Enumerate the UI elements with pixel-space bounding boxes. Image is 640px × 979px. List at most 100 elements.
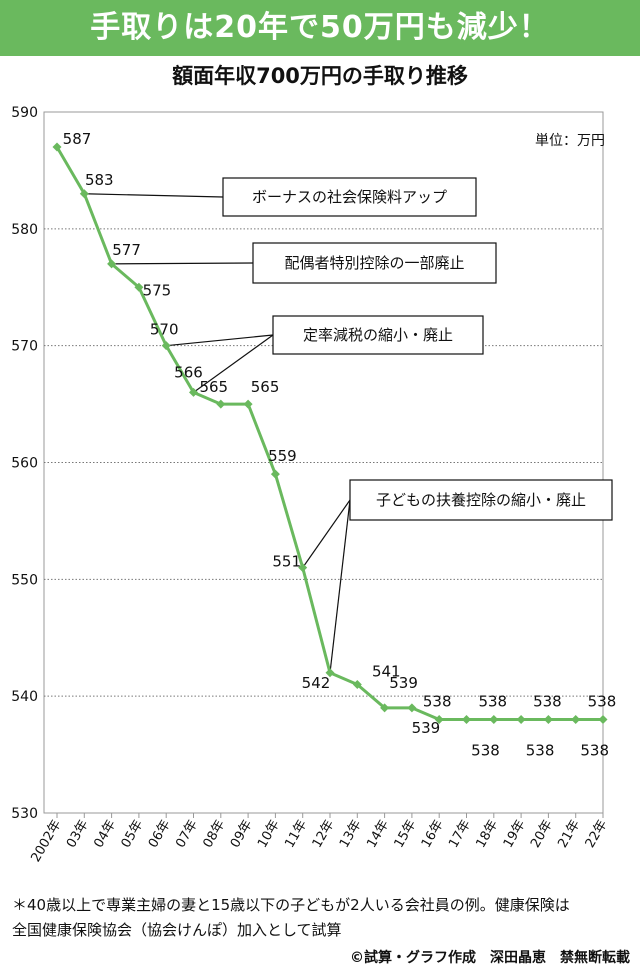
data-label-2: 577	[112, 241, 141, 259]
annotation-text-1: 配偶者特別控除の一部廃止	[284, 254, 464, 272]
y-tick-label-540: 540	[11, 689, 38, 705]
x-tick-label-0: 2002年	[28, 818, 64, 865]
footnote-line-2: 全国健康保険協会（協会けんぽ）加入として試算	[12, 921, 342, 939]
data-point-9	[298, 563, 308, 573]
data-point-13	[407, 703, 417, 713]
x-tick-label-14: 16年	[419, 818, 447, 851]
data-label-17: 538	[526, 742, 555, 760]
data-label-16: 538	[478, 693, 507, 711]
data-label-5: 566	[174, 363, 203, 381]
annotation-box-2	[272, 315, 484, 355]
x-tick-label-9: 11年	[282, 818, 310, 851]
data-label-3: 575	[143, 281, 172, 299]
x-axis-ticks: 2002年 03年 04年 05年 06年 07年 08年 09年 10年 11年 12年 13年 14…	[28, 813, 610, 865]
x-tick-label-18: 20年	[528, 818, 556, 851]
x-tick-label-6: 08年	[201, 818, 229, 851]
data-label-15: 538	[471, 742, 500, 760]
data-point-2	[107, 259, 117, 269]
data-label-0: 587	[63, 130, 92, 148]
credit: ©試算・グラフ作成 深田晶恵 禁無断転載	[350, 950, 630, 966]
data-label-20: 538	[588, 693, 617, 711]
x-tick-label-20: 22年	[583, 818, 611, 851]
grid-lines	[44, 228, 603, 697]
data-point-6	[216, 399, 226, 409]
data-label-6: 565	[199, 378, 228, 396]
data-label-7: 565	[251, 378, 280, 396]
x-tick-label-3: 05年	[119, 818, 147, 851]
x-tick-label-8: 10年	[255, 818, 283, 851]
annotation-line-2-4	[166, 334, 274, 347]
x-tick-label-1: 03年	[64, 818, 92, 851]
annotation-line-1-2	[111, 262, 254, 265]
data-label-18: 538	[533, 693, 562, 711]
data-point-19	[571, 715, 581, 725]
footnote: ＊40歳以上で専業主婦の妻と15歳以下の子どもが2人いる会社員の例。健康保険は …	[12, 893, 632, 943]
data-point-10	[325, 668, 335, 678]
data-point-7	[243, 399, 253, 409]
annotation-boxes: ボーナスの社会保険料アップ配偶者特別控除の一部廃止定率減税の縮小・廃止子どもの扶…	[222, 177, 613, 521]
x-tick-label-19: 21年	[555, 818, 583, 851]
annotation-line-3-9	[302, 499, 351, 568]
data-point-5	[189, 387, 198, 397]
y-tick-label-550: 550	[11, 572, 38, 588]
data-point-8	[270, 469, 280, 479]
y-axis-ticks: 530 540 550 560 570 580 590	[11, 105, 38, 822]
data-label-11: 541	[372, 662, 401, 680]
data-label-10: 542	[302, 674, 331, 692]
x-tick-label-16: 18年	[474, 818, 502, 851]
data-markers	[52, 142, 608, 725]
x-tick-label-4: 06年	[146, 818, 174, 851]
plot-frame	[43, 111, 604, 814]
unit-label: 単位：万円	[535, 133, 605, 149]
annotation-line-2-5	[193, 334, 274, 393]
annotation-box-3	[349, 479, 613, 521]
data-label-14: 538	[423, 693, 452, 711]
y-tick-label-580: 580	[11, 222, 38, 238]
annotation-text-3: 子どもの扶養控除の縮小・廃止	[376, 491, 586, 509]
data-point-14	[434, 715, 444, 725]
annotation-line-3-10	[329, 499, 351, 673]
data-point-0	[52, 142, 62, 152]
data-point-17	[516, 715, 526, 725]
data-point-4	[161, 341, 171, 351]
data-point-16	[489, 715, 499, 725]
data-point-20	[598, 715, 608, 725]
x-tick-label-11: 13年	[337, 818, 365, 851]
data-label-8: 559	[268, 447, 297, 465]
data-label-19: 538	[580, 742, 609, 760]
x-tick-label-17: 19年	[501, 818, 529, 851]
banner-title: 手取りは20年で50万円も減少！	[0, 0, 640, 56]
annotation-line-0-1	[84, 193, 224, 198]
data-label-1: 583	[85, 171, 114, 189]
data-point-1	[79, 189, 89, 199]
data-point-15	[462, 715, 471, 725]
annotation-text-2: 定率減税の縮小・廃止	[303, 326, 453, 344]
data-label-13: 539	[412, 719, 441, 737]
footnote-line-1: ＊40歳以上で専業主婦の妻と15歳以下の子どもが2人いる会社員の例。健康保険は	[12, 896, 570, 914]
chart-title: 額面年収700万円の手取り推移	[172, 64, 468, 88]
x-tick-label-13: 15年	[392, 818, 420, 851]
annotation-box-0	[222, 177, 477, 217]
annotation-box-1	[252, 242, 497, 284]
y-tick-label-530: 530	[11, 806, 38, 822]
x-tick-label-12: 14年	[364, 818, 392, 851]
data-label-4: 570	[150, 321, 179, 339]
data-point-18	[543, 715, 553, 725]
data-point-12	[380, 703, 390, 713]
annotation-lines	[84, 193, 351, 673]
data-point-3	[134, 282, 144, 292]
annotation-text-0: ボーナスの社会保険料アップ	[252, 188, 447, 206]
data-point-11	[352, 679, 362, 689]
x-tick-label-5: 07年	[173, 818, 201, 851]
y-tick-label-590: 590	[11, 105, 38, 121]
data-label-9: 551	[272, 553, 301, 571]
x-tick-label-10: 12年	[310, 818, 338, 851]
y-tick-label-560: 560	[11, 456, 38, 472]
y-tick-label-570: 570	[11, 339, 38, 355]
x-tick-label-15: 17年	[446, 818, 474, 851]
x-tick-label-2: 04年	[91, 818, 119, 851]
x-tick-label-7: 09年	[228, 818, 256, 851]
data-label-12: 539	[389, 674, 418, 692]
